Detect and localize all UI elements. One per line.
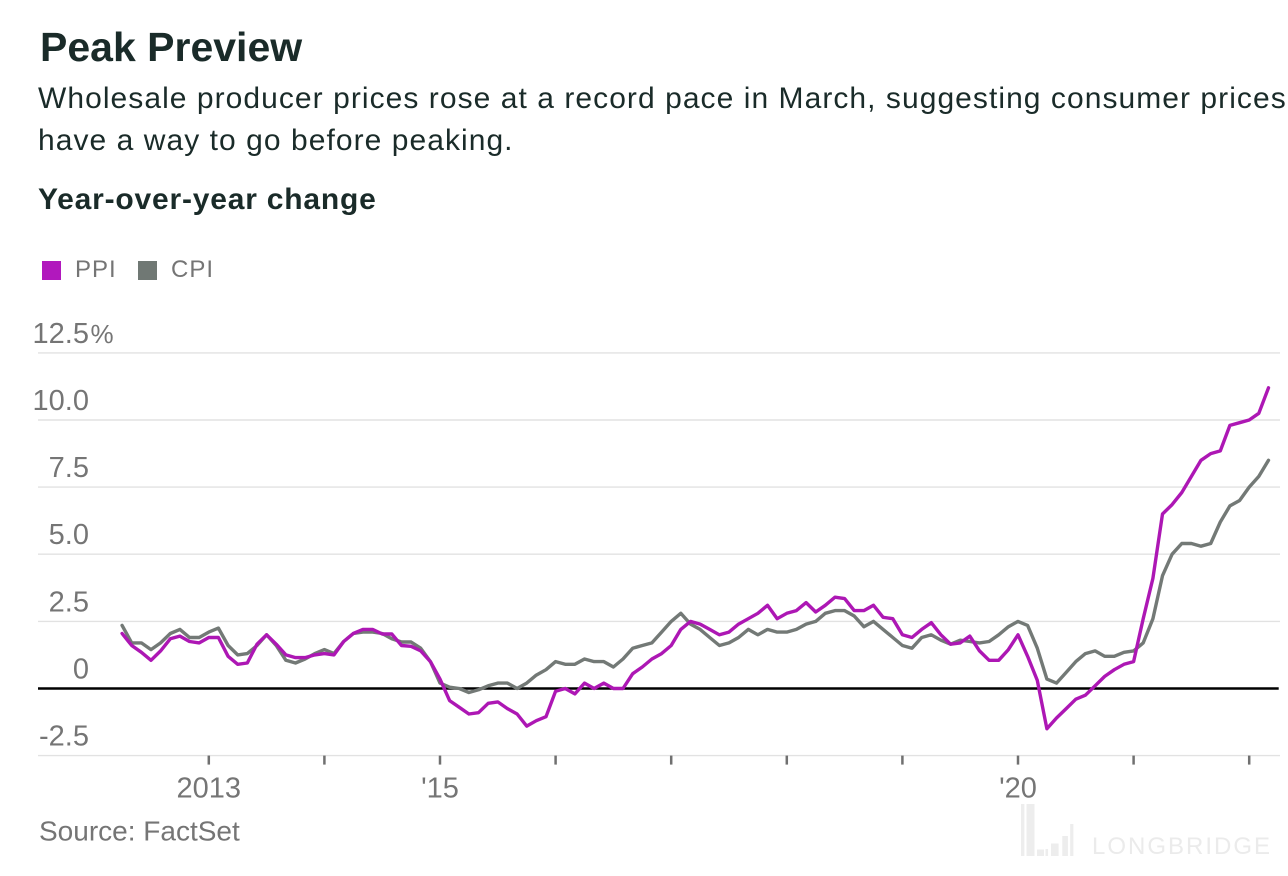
svg-text:-2.5: -2.5	[39, 721, 89, 753]
svg-text:%: %	[91, 319, 114, 349]
svg-text:7.5: 7.5	[49, 452, 89, 484]
svg-text:5.0: 5.0	[49, 519, 89, 551]
svg-text:LONGBRIDGE: LONGBRIDGE	[1092, 833, 1272, 860]
svg-text:10.0: 10.0	[33, 385, 89, 417]
svg-text:2013: 2013	[177, 773, 242, 805]
svg-text:2.5: 2.5	[49, 586, 89, 618]
svg-text:'15: '15	[421, 773, 459, 805]
svg-text:0: 0	[73, 654, 89, 686]
svg-text:12.5: 12.5	[33, 318, 89, 350]
svg-text:'20: '20	[999, 773, 1037, 805]
svg-text:Source: FactSet: Source: FactSet	[39, 816, 240, 847]
